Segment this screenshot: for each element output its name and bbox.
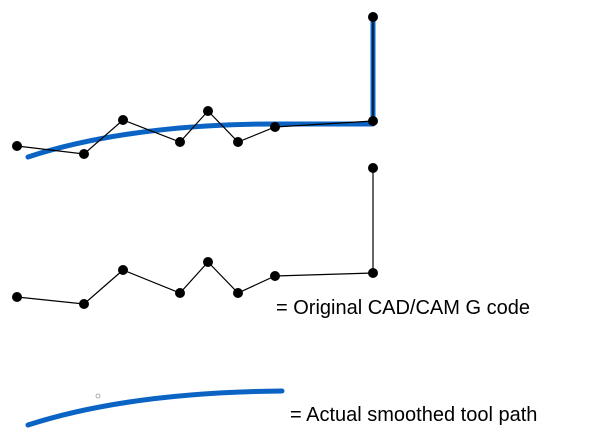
gcode-point [79, 149, 89, 159]
gcode-point [12, 141, 22, 151]
original-gcode-points [12, 163, 378, 309]
overlay-gcode-polyline [16, 17, 374, 155]
gcode-point [368, 12, 378, 22]
legend-label-smoothed-tool-path: = Actual smoothed tool path [290, 404, 538, 426]
overlay-gcode-points [12, 12, 378, 159]
stray-marker [95, 393, 101, 399]
gcode-point [233, 288, 243, 298]
gcode-point [175, 288, 185, 298]
gcode-point [270, 271, 280, 281]
gcode-point [203, 106, 213, 116]
gcode-point [79, 299, 89, 309]
gcode-point [368, 163, 378, 173]
gcode-point [203, 257, 213, 267]
overlay-smoothed-tool-path [25, 14, 376, 160]
gcode-point [270, 122, 280, 132]
original-gcode-figure [12, 163, 378, 309]
gcode-point [118, 115, 128, 125]
gcode-point [368, 268, 378, 278]
gcode-point [12, 292, 22, 302]
legend-label-original-gcode: = Original CAD/CAM G code [276, 297, 530, 319]
gcode-point [368, 116, 378, 126]
gcode-point [233, 137, 243, 147]
gcode-point [118, 265, 128, 275]
overlay-figure [12, 12, 378, 160]
legend-smoothed-tool-path [25, 388, 285, 428]
gcode-point [175, 137, 185, 147]
original-gcode-polyline [16, 168, 374, 305]
smoothed-path-legend-sample [25, 388, 285, 428]
